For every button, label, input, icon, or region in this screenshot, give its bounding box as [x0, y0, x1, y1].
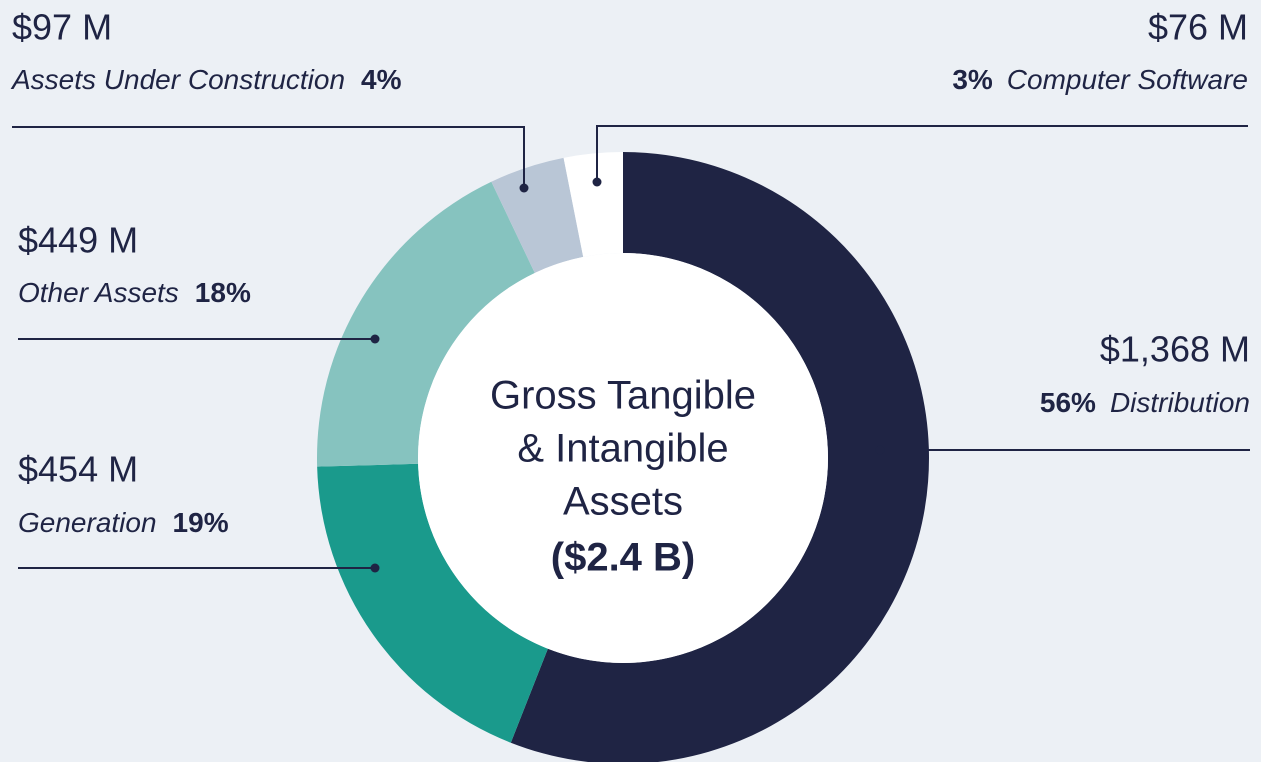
center-label: & Intangible — [517, 427, 728, 471]
category-label: Other Assets 18% — [18, 277, 251, 308]
value-label: $454 M — [18, 449, 138, 490]
value-label: $449 M — [18, 220, 138, 261]
percent-label: 18% — [195, 277, 251, 308]
category-name: Generation — [18, 507, 157, 538]
category-label: Generation 19% — [18, 507, 229, 538]
center-total: ($2.4 B) — [551, 536, 696, 580]
leader-dot — [370, 334, 380, 344]
value-label: $76 M — [1148, 7, 1248, 48]
percent-label: 3% — [952, 64, 993, 95]
donut-slice — [563, 152, 623, 257]
category-name: Distribution — [1110, 387, 1250, 418]
category-label: 3% Computer Software — [952, 64, 1248, 95]
donut-hole — [418, 253, 828, 663]
percent-label: 19% — [173, 507, 229, 538]
category-label: Assets Under Construction 4% — [10, 64, 402, 95]
category-name: Assets Under Construction — [10, 64, 345, 95]
leader-line — [596, 125, 1248, 182]
leader-dot — [519, 183, 529, 193]
donut-slice — [510, 152, 929, 762]
donut-slice — [317, 463, 548, 743]
leader-dot — [592, 177, 602, 187]
donut-slice — [317, 181, 535, 467]
value-label: $97 M — [12, 7, 112, 48]
leader-dot — [370, 563, 380, 573]
category-name: Computer Software — [1007, 64, 1248, 95]
center-label: Assets — [563, 480, 683, 524]
center-label: Gross Tangible — [490, 374, 756, 418]
donut-slice — [491, 157, 584, 273]
percent-label: 56% — [1040, 387, 1096, 418]
category-name: Other Assets — [18, 277, 179, 308]
value-label: $1,368 M — [1100, 329, 1250, 370]
leader-line — [12, 126, 525, 188]
percent-label: 4% — [361, 64, 402, 95]
category-label: 56% Distribution — [1040, 387, 1250, 418]
leader-dot — [875, 445, 885, 455]
